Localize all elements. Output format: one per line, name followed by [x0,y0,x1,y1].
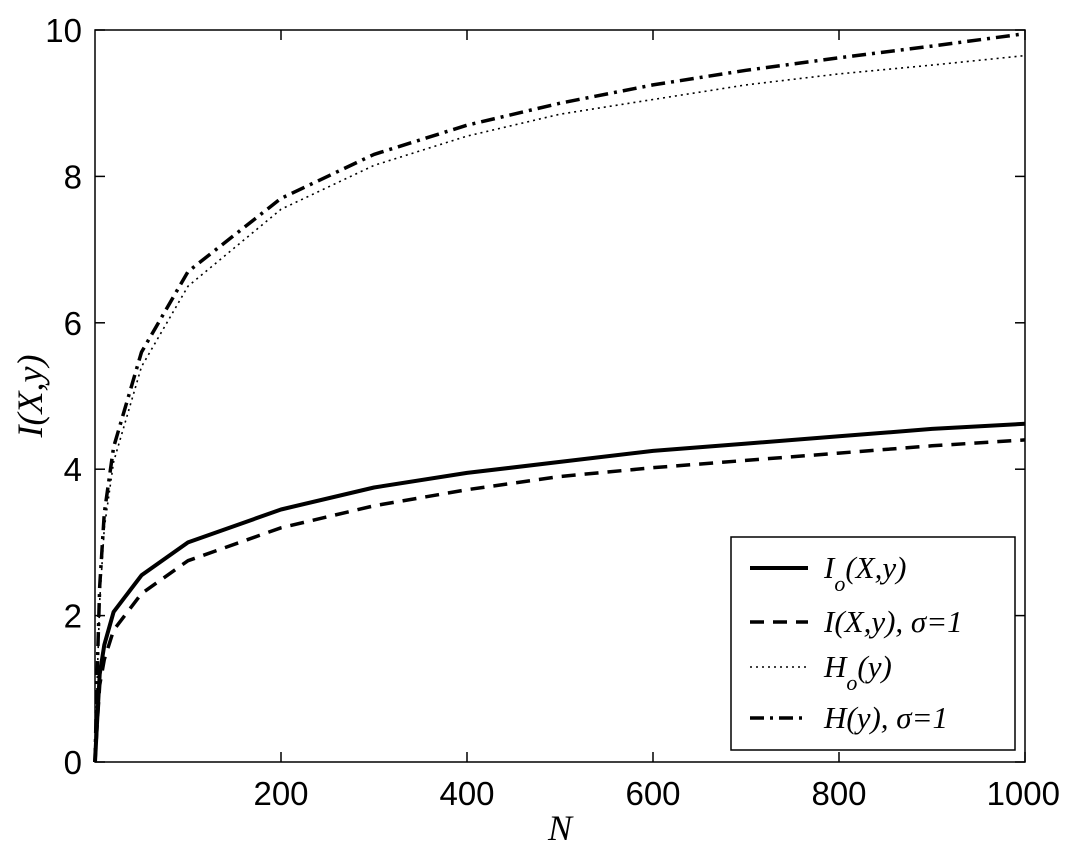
x-tick-label: 800 [811,775,866,812]
y-tick-label: 2 [64,598,82,635]
plot-series [93,31,1026,763]
y-tick-label: 10 [45,12,82,49]
x-tick-label: 200 [253,775,308,812]
y-tick-label: 6 [64,305,82,342]
legend-box [730,536,1016,751]
legend-label-main: I [823,550,836,585]
y-axis-label: I(X,y) [10,355,50,439]
legend: Io(X,y)I(X,y), σ=1Ho(y)H(y), σ=1 [730,536,1016,751]
series-line-1 [93,421,1026,763]
legend-label-rest: (y) [857,649,891,684]
plot-frame [94,29,1026,763]
legend-label-main: H [823,649,848,684]
legend-label-1: Io(X,y) [823,550,906,596]
legend-label-subscript: o [834,571,845,596]
legend-label-2: I(X,y), σ=1 [823,604,963,639]
x-axis-label: N [547,808,574,848]
legend-label-main: H(y), σ=1 [823,700,948,735]
series-line-4 [93,31,1026,763]
x-tick-label: 600 [625,775,680,812]
legend-label-3: Ho(y) [823,649,892,695]
legend-label-subscript: o [846,670,857,695]
series-line-2 [93,438,1026,763]
y-tick-label: 0 [64,744,82,781]
tick-labels: 200 400 600 800 1000 0 2 4 6 8 10 [45,12,1060,812]
x-tick-label: 400 [439,775,494,812]
legend-label-rest: (X,y) [845,550,906,585]
x-tick-label: 1000 [987,775,1060,812]
legend-label-4: H(y), σ=1 [823,700,948,735]
y-tick-label: 4 [64,451,82,488]
legend-label-main: I(X,y), σ=1 [823,604,963,639]
y-tick-label: 8 [64,158,82,195]
